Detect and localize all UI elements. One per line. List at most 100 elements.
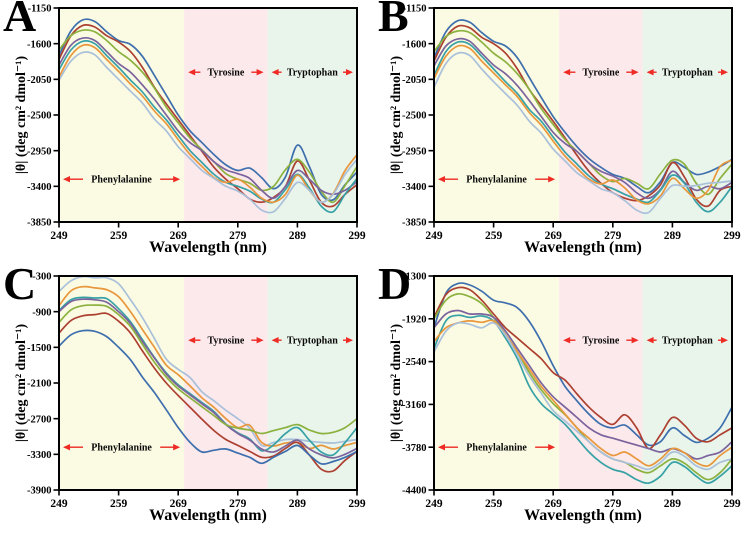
x-tick-label: 279 [229, 230, 247, 242]
region-label-tyrosine: Tyrosine [207, 68, 244, 79]
region-label-phenylalanine: Phenylalanine [91, 443, 152, 454]
x-axis-title: Wavelength (nm) [149, 507, 267, 524]
x-tick-label: 299 [348, 230, 366, 242]
arrowhead-left-icon [438, 444, 445, 451]
series-orange-line [434, 319, 732, 467]
arrowhead-left-icon [63, 444, 70, 451]
spectra-curves [434, 19, 732, 215]
x-tick-label: 289 [664, 498, 682, 510]
region-label-phenylalanine: Phenylalanine [91, 175, 152, 186]
region-label-tryptophan: Tryptophan [287, 336, 338, 347]
arrowhead-right-icon [631, 69, 639, 76]
x-tick-label: 259 [485, 230, 503, 242]
arrowhead-left-icon [271, 337, 279, 344]
y-tick-label: -2950 [27, 146, 52, 157]
x-tick-label: 279 [604, 230, 622, 242]
y-tick-label: -2050 [402, 75, 427, 86]
y-tick-label: -3300 [27, 450, 52, 461]
region-label-phenylalanine: Phenylalanine [466, 443, 527, 454]
series-teal-line [434, 314, 732, 485]
x-tick-label: 289 [289, 498, 307, 510]
arrowhead-right-icon [346, 337, 353, 344]
panel-c: 249 259 269 279 289 299 -300 -900 -1500 -2100 -270… [0, 258, 375, 536]
arrowhead-left-icon [188, 337, 196, 344]
cd-spectrum-chart-c: 249 259 269 279 289 299 -300 -900 -1500 -2100 -270… [27, 272, 366, 510]
arrowhead-left-icon [563, 69, 571, 76]
series-green-line [434, 292, 732, 481]
series-light-blue-line [59, 51, 357, 214]
region-label-tryptophan: Tryptophan [287, 68, 338, 79]
x-tick-label: 269 [170, 230, 188, 242]
region-label-phenylalanine: Phenylalanine [466, 175, 527, 186]
series-blue-line [59, 329, 357, 465]
series-dark-red-line [434, 286, 732, 450]
x-tick-label: 299 [348, 498, 366, 510]
arrowhead-right-icon [173, 176, 181, 183]
cd-spectrum-chart-d: 249 259 269 279 289 299 -1300 -1920 -2540 -3160 -3… [402, 272, 741, 510]
panel-d: 249 259 269 279 289 299 -1300 -1920 -2540 -3160 -3… [375, 258, 750, 536]
x-tick-label: 259 [110, 498, 128, 510]
y-tick-label: -2100 [27, 379, 52, 390]
x-tick-label: 289 [289, 230, 307, 242]
panel-letter-b: B [378, 0, 409, 41]
series-green-line [59, 304, 357, 435]
y-tick-label: -1150 [403, 4, 427, 15]
region-tyrosine [559, 276, 643, 490]
y-tick-label: -4400 [402, 486, 427, 497]
y-tick-label: -2950 [402, 146, 427, 157]
arrowhead-left-icon [563, 337, 571, 344]
x-tick-label: 269 [170, 498, 188, 510]
region-label-tyrosine: Tyrosine [207, 336, 244, 347]
region-tyrosine [184, 276, 268, 490]
spectra-curves [59, 18, 357, 214]
arrowhead-left-icon [646, 69, 654, 76]
arrowhead-right-icon [256, 69, 264, 76]
x-axis-title: Wavelength (nm) [524, 507, 642, 524]
region-label-tryptophan: Tryptophan [662, 336, 713, 347]
x-tick-label: 299 [723, 230, 741, 242]
cd-spectrum-chart-b: 249 259 269 279 289 299 -1150 -1600 -2050 -2500 -2… [402, 4, 741, 242]
x-axis-title: Wavelength (nm) [524, 239, 642, 256]
x-tick-label: 299 [723, 498, 741, 510]
panel-a: 249 259 269 279 289 299 -1150 -1600 -2050 -2500 -2… [0, 0, 375, 268]
plot-frame [58, 7, 358, 223]
series-blue-line [434, 19, 732, 194]
x-tick-label: 249 [425, 498, 443, 510]
y-tick-label: -900 [32, 307, 51, 318]
y-tick-label: -3400 [402, 182, 427, 193]
y-tick-label: -3850 [402, 218, 427, 229]
y-tick-label: -1600 [27, 39, 52, 50]
x-tick-label: 259 [110, 230, 128, 242]
region-label-tryptophan: Tryptophan [662, 68, 713, 79]
arrowhead-left-icon [438, 176, 445, 183]
region-tyrosine [559, 8, 643, 222]
arrowhead-left-icon [188, 69, 196, 76]
arrowhead-left-icon [63, 176, 70, 183]
panel-letter-d: D [378, 258, 412, 309]
x-tick-label: 249 [50, 498, 68, 510]
x-tick-label: 289 [664, 230, 682, 242]
series-light-blue-line [59, 275, 357, 447]
y-tick-label: -2500 [402, 111, 427, 122]
cd-spectrum-chart-a: 249 259 269 279 289 299 -1150 -1600 -2050 -2500 -2… [27, 4, 366, 242]
series-blue-line [59, 18, 357, 202]
y-axis-title: |θ| (deg cm² dmol⁻¹) [14, 323, 29, 443]
plot-frame [433, 275, 733, 491]
arrowhead-right-icon [256, 337, 264, 344]
region-label-tyrosine: Tyrosine [582, 68, 619, 79]
panel-letter-a: A [3, 0, 37, 41]
series-orange-line [434, 44, 732, 205]
y-tick-label: -3400 [27, 182, 52, 193]
y-tick-label: -2050 [27, 75, 52, 86]
series-purple-line [59, 36, 357, 200]
series-blue-line [434, 282, 732, 447]
y-tick-label: -1920 [402, 314, 427, 325]
series-light-blue-line [434, 321, 732, 471]
plot-frame [433, 7, 733, 223]
x-axis-title: Wavelength (nm) [149, 239, 267, 256]
panel-b: 249 259 269 279 289 299 -1150 -1600 -2050 -2500 -2… [375, 0, 750, 268]
y-tick-label: -2700 [27, 414, 52, 425]
spectra-curves [434, 282, 732, 485]
arrowhead-right-icon [548, 444, 556, 451]
